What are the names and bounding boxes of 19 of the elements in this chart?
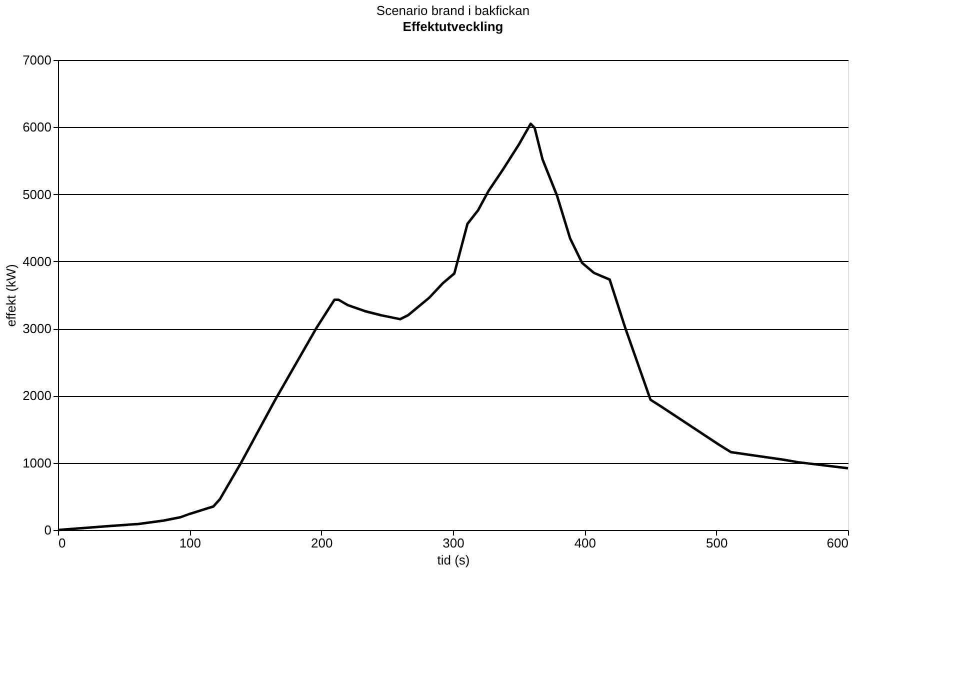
y-tick-label: 5000 bbox=[22, 186, 52, 202]
x-tick-label: 100 bbox=[179, 536, 202, 550]
chart-subtitle: Effektutveckling bbox=[402, 19, 504, 34]
x-tick-label: 200 bbox=[310, 536, 333, 550]
y-tick-label: 4000 bbox=[22, 254, 52, 269]
y-axis-title: effekt (kW) bbox=[4, 264, 19, 327]
y-tick-label: 2000 bbox=[22, 388, 52, 404]
x-tick-label: 0 bbox=[58, 536, 66, 550]
x-tick-label: 300 bbox=[442, 536, 464, 550]
y-tick-label: 1000 bbox=[22, 455, 52, 470]
y-tick-label: 0 bbox=[44, 522, 52, 538]
x-axis-title: tid (s) bbox=[437, 552, 470, 568]
x-tick-label: 500 bbox=[706, 536, 728, 550]
chart-title: Scenario brand i bakfickan bbox=[376, 3, 530, 18]
x-tick-label: 600 bbox=[826, 536, 848, 550]
y-tick-label: 7000 bbox=[22, 52, 52, 68]
y-tick-label: 6000 bbox=[22, 120, 52, 135]
y-tick-label: 3000 bbox=[22, 321, 52, 336]
x-tick-label: 400 bbox=[574, 536, 596, 550]
